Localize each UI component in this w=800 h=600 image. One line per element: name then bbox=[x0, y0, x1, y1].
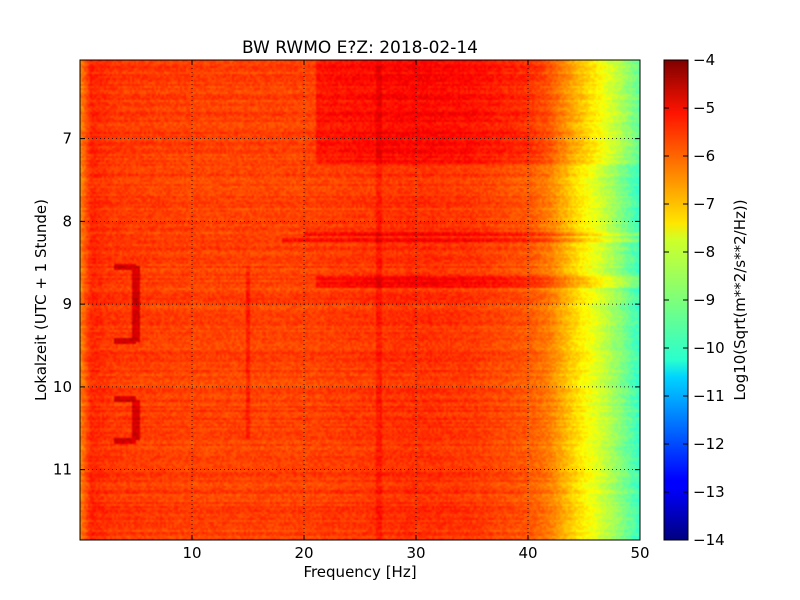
y-tick-label: 8 bbox=[62, 212, 72, 230]
y-tick-label: 7 bbox=[62, 130, 72, 148]
x-tick-label: 10 bbox=[182, 544, 201, 562]
grid-lines bbox=[80, 60, 640, 540]
colorbar-tick-label: −11 bbox=[693, 387, 725, 405]
colorbar-tick-label: −5 bbox=[693, 99, 715, 117]
colorbar-ticks: −4 −5 −6 −7 −8 −9 −10 −11 −12 −13 −14 bbox=[664, 51, 725, 549]
colorbar-tick-label: −14 bbox=[693, 531, 725, 549]
chart-title: BW RWMO E?Z: 2018-02-14 bbox=[242, 38, 478, 58]
y-tick-label: 10 bbox=[53, 378, 72, 396]
plot-frame bbox=[79, 59, 641, 541]
colorbar-tick-label: −8 bbox=[693, 243, 715, 261]
x-tick-label: 20 bbox=[294, 544, 313, 562]
colorbar-label: Log10(Sqrt(m**2/s**2/Hz)) bbox=[731, 199, 749, 400]
colorbar-tick-label: −12 bbox=[693, 435, 725, 453]
spectrogram-image bbox=[80, 60, 640, 540]
colorbar-tick-label: −6 bbox=[693, 147, 715, 165]
colorbar-tick-label: −9 bbox=[693, 291, 715, 309]
y-axis-label: Lokalzeit (UTC + 1 Stunde) bbox=[32, 199, 50, 401]
plot-area: 10 20 30 40 50 7 8 9 10 11 bbox=[53, 59, 650, 562]
y-tick-label: 11 bbox=[53, 461, 72, 479]
colorbar-tick-label: −4 bbox=[693, 51, 715, 69]
x-tick-label: 40 bbox=[518, 544, 537, 562]
x-tick-label: 50 bbox=[630, 544, 649, 562]
colorbar-tick-label: −13 bbox=[693, 483, 725, 501]
colorbar-tick-label: −7 bbox=[693, 195, 715, 213]
y-tick-label: 9 bbox=[62, 295, 72, 313]
colorbar-tick-label: −10 bbox=[693, 339, 725, 357]
colorbar: −4 −5 −6 −7 −8 −9 −10 −11 −12 −13 −14 Log10(Sqrt(m… bbox=[663, 51, 749, 549]
x-tick-label: 30 bbox=[406, 544, 425, 562]
y-axis: 7 8 9 10 11 bbox=[53, 130, 640, 479]
x-axis-label: Frequency [Hz] bbox=[303, 563, 416, 581]
x-axis: 10 20 30 40 50 bbox=[182, 60, 650, 562]
